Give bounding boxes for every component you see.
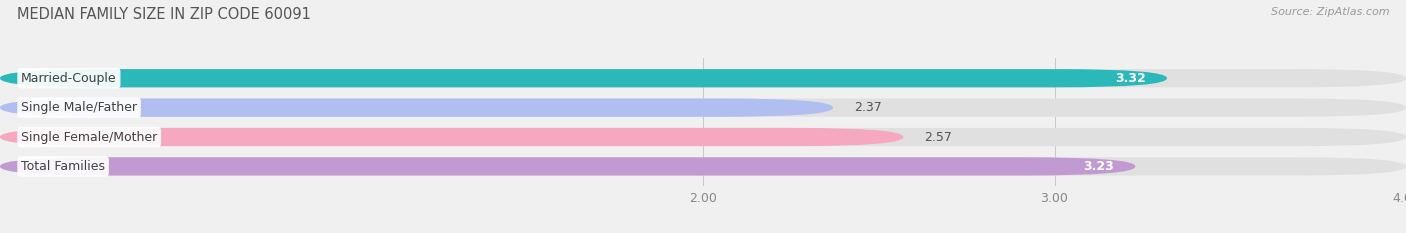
Text: Total Families: Total Families <box>21 160 105 173</box>
Text: Single Female/Mother: Single Female/Mother <box>21 130 157 144</box>
Text: 2.37: 2.37 <box>855 101 882 114</box>
FancyBboxPatch shape <box>0 69 1167 87</box>
Text: MEDIAN FAMILY SIZE IN ZIP CODE 60091: MEDIAN FAMILY SIZE IN ZIP CODE 60091 <box>17 7 311 22</box>
Text: 3.23: 3.23 <box>1084 160 1114 173</box>
FancyBboxPatch shape <box>0 69 1406 87</box>
FancyBboxPatch shape <box>0 99 1406 117</box>
Text: 2.57: 2.57 <box>925 130 952 144</box>
Text: Married-Couple: Married-Couple <box>21 72 117 85</box>
FancyBboxPatch shape <box>0 157 1406 175</box>
FancyBboxPatch shape <box>0 99 832 117</box>
FancyBboxPatch shape <box>0 128 903 146</box>
Text: Single Male/Father: Single Male/Father <box>21 101 138 114</box>
FancyBboxPatch shape <box>0 128 1406 146</box>
FancyBboxPatch shape <box>0 157 1136 175</box>
Text: Source: ZipAtlas.com: Source: ZipAtlas.com <box>1271 7 1389 17</box>
Text: 3.32: 3.32 <box>1115 72 1146 85</box>
